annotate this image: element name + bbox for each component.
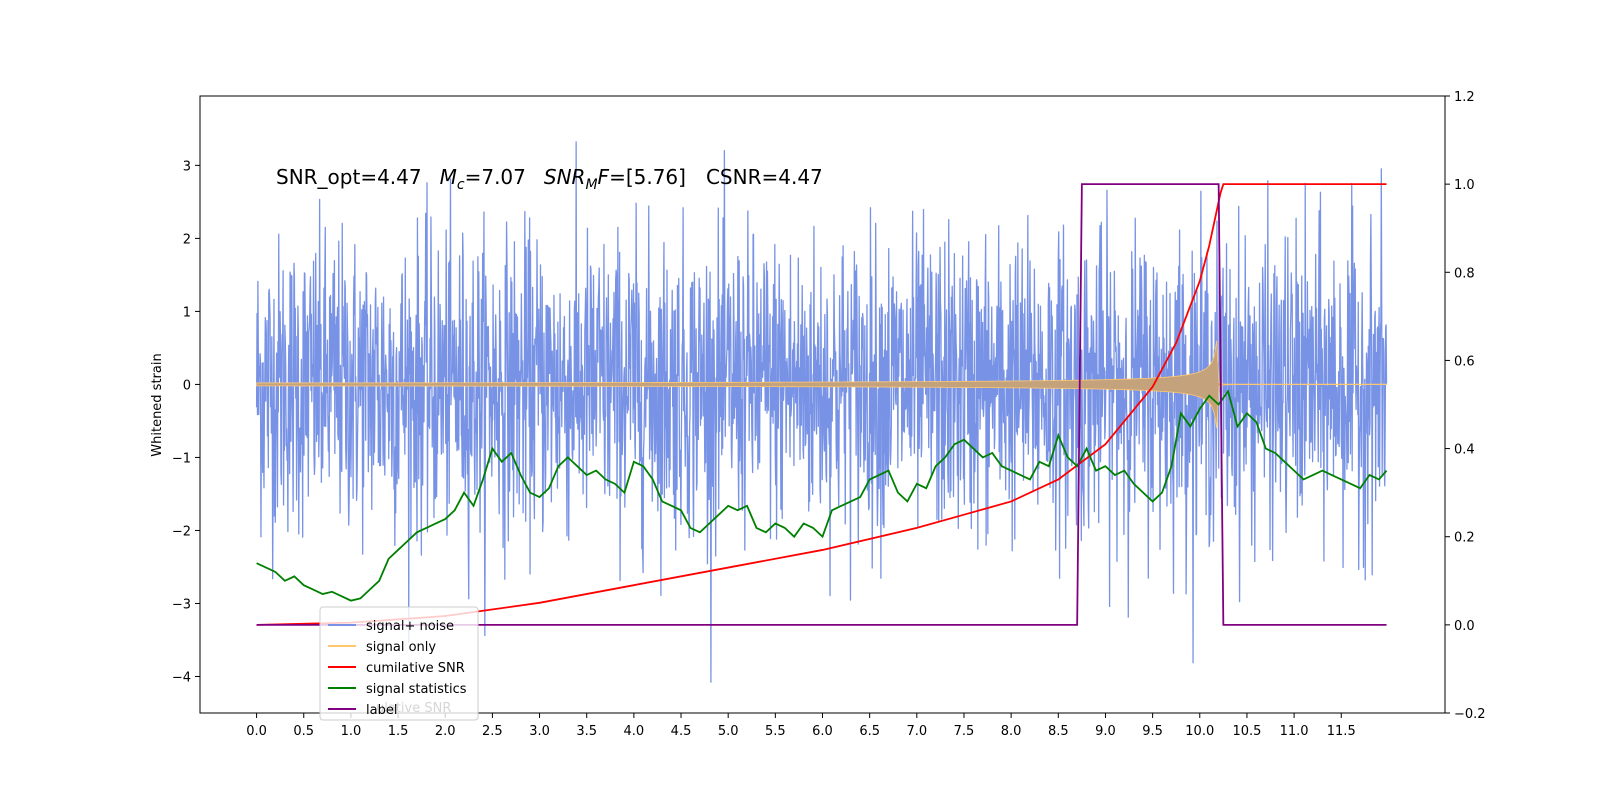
signal-noise-series [255,141,1388,683]
annotation-part: SNR [544,165,586,189]
x-tick-label: 11.5 [1327,724,1356,739]
x-tick-label: 11.0 [1280,724,1309,739]
x-tick-label: 7.0 [906,724,927,739]
y-left-tick-label: −1 [172,451,191,466]
legend-box [319,606,479,721]
x-tick-label: 4.0 [624,724,645,739]
x-tick-label: 5.5 [765,724,786,739]
x-tick-label: 1.0 [341,724,362,739]
y-axis-left-ticks: −4 −3 −2 −1 0 1 2 3 [172,159,200,685]
x-tick-label: 3.5 [576,724,597,739]
x-tick-label: 10.0 [1185,724,1214,739]
x-tick-label: 10.5 [1232,724,1261,739]
x-tick-label: 9.0 [1095,724,1116,739]
y-left-tick-label: −2 [172,524,191,539]
y-right-tick-label: 1.0 [1454,178,1475,193]
annotation-part: M [440,165,457,189]
annotation-part: CSNR=4.47 [706,165,823,189]
annotation-text: SNR_opt=4.47 Mc=7.07 SNRMF=[5.76] CSNR=4.47 [276,165,823,193]
y-right-tick-label: 0.4 [1454,443,1475,458]
y-right-tick-label: 0.6 [1454,354,1475,369]
x-tick-label: 1.5 [388,724,409,739]
x-tick-label: 5.0 [718,724,739,739]
y-right-tick-label: 0.0 [1454,619,1475,634]
annotation-part: c [457,177,465,193]
y-left-tick-label: 3 [183,159,191,174]
y-right-tick-label: −0.2 [1454,707,1486,722]
legend-label: signal+ noise [366,619,454,634]
x-tick-label: 8.0 [1001,724,1022,739]
legend-label: signal only [366,640,436,655]
legend: ulative SNR signal+ noise signal only cumi… [319,606,479,721]
x-tick-label: 8.5 [1048,724,1069,739]
legend-ghost-text: ulative SNR [376,701,451,716]
x-tick-label: 0.0 [246,724,267,739]
y-right-tick-label: 1.2 [1454,90,1475,105]
cumulative-snr-series [256,183,1387,626]
annotation-part: =[5.76] [609,165,686,189]
x-tick-label: 2.5 [482,724,503,739]
y-left-tick-label: 2 [183,232,191,247]
y-axis-right-ticks: −0.2 0.0 0.2 0.4 0.6 0.8 1.0 1.2 [1445,90,1486,722]
label-series [256,183,1387,626]
y-left-tick-label: −3 [172,597,191,612]
legend-label: signal statistics [366,682,467,697]
legend-label: cumilative SNR [366,661,465,676]
y-left-tick-label: 1 [183,305,191,320]
y-right-tick-label: 0.8 [1454,266,1475,281]
x-tick-label: 4.5 [671,724,692,739]
x-tick-label: 3.0 [529,724,550,739]
y-right-tick-label: 0.2 [1454,531,1475,546]
signal-statistics-series [256,389,1388,602]
x-axis-ticks: 0.0 0.5 1.0 1.5 2.0 2.5 3.0 3.5 4.0 4.5 5.0 5.5 6.0 6… [246,713,1356,739]
x-tick-label: 6.0 [812,724,833,739]
y-left-tick-label: −4 [172,670,191,685]
y-axis-label: Whitened strain [150,353,165,456]
x-tick-label: 2.0 [435,724,456,739]
annotation-part: F [598,165,610,189]
y-left-tick-label: 0 [183,378,191,393]
annotation-part: =7.07 [465,165,526,189]
legend-label: label [366,703,397,718]
x-tick-label: 7.5 [954,724,975,739]
signal-only-series [256,340,1387,429]
x-tick-label: 6.5 [859,724,880,739]
annotation-part: M [585,177,597,193]
x-tick-label: 0.5 [293,724,314,739]
x-tick-label: 9.5 [1142,724,1163,739]
annotation-part: SNR_opt=4.47 [276,165,422,189]
plot-area [255,141,1388,683]
